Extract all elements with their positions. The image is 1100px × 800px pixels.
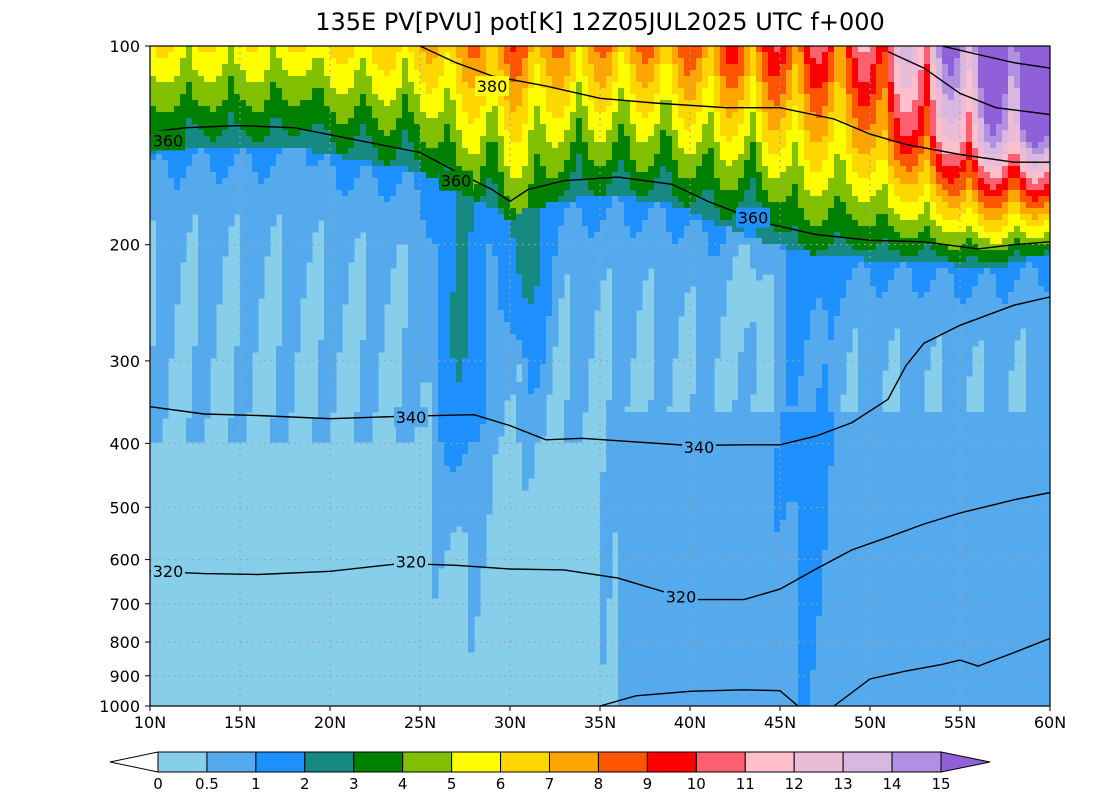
x-tick-label: 15N (224, 713, 256, 732)
x-tick-label: 45N (764, 713, 796, 732)
x-tick-label: 40N (674, 713, 706, 732)
colorbar-swatch (843, 752, 892, 772)
colorbar-label: 10 (687, 775, 706, 793)
colorbar-swatch (501, 752, 550, 772)
colorbar-label: 15 (931, 775, 950, 793)
colorbar-label: 2 (300, 775, 310, 793)
colorbar-max-extend (941, 752, 990, 772)
colorbar-label: 4 (398, 775, 408, 793)
contour-label: 380 (477, 77, 508, 96)
y-tick-label: 100 (109, 37, 140, 56)
contour-label: 360 (738, 209, 769, 228)
x-tick-label: 30N (494, 713, 526, 732)
colorbar-swatch (550, 752, 599, 772)
colorbar-swatch (892, 752, 941, 772)
colorbar-label: 3 (349, 775, 359, 793)
colorbar-label: 0 (153, 775, 163, 793)
colorbar-label: 9 (643, 775, 653, 793)
colorbar-swatch (647, 752, 696, 772)
x-tick-label: 25N (404, 713, 436, 732)
y-tick-label: 1000 (99, 697, 140, 716)
colorbar-swatch (354, 752, 403, 772)
colorbar-swatch (158, 752, 207, 772)
colorbar-min-extend (110, 752, 158, 772)
y-tick-label: 800 (109, 633, 140, 652)
x-tick-label: 60N (1034, 713, 1066, 732)
colorbar-swatch (452, 752, 501, 772)
colorbar-label: 11 (736, 775, 755, 793)
colorbar-swatch (207, 752, 256, 772)
colorbar-label: 12 (785, 775, 804, 793)
colorbar-swatch (256, 752, 305, 772)
colorbar-label: 7 (545, 775, 555, 793)
contour-label: 320 (153, 562, 184, 581)
x-tick-label: 55N (944, 713, 976, 732)
colorbar: 0 0.5 1 2 3 4 5 6 7 8 9 10 11 12 13 14 15 (110, 752, 990, 793)
colorbar-swatch (403, 752, 452, 772)
y-tick-label: 500 (109, 498, 140, 517)
x-tick-label: 35N (584, 713, 616, 732)
x-tick-label: 50N (854, 713, 886, 732)
colorbar-swatch (598, 752, 647, 772)
colorbar-label: 8 (594, 775, 604, 793)
colorbar-label: 0.5 (195, 775, 219, 793)
y-tick-label: 600 (109, 551, 140, 570)
chart-title: 135E PV[PVU] pot[K] 12Z05JUL2025 UTC f+0… (315, 8, 885, 36)
contour-label: 340 (684, 438, 715, 457)
y-tick-label: 900 (109, 667, 140, 686)
contour-label: 320 (396, 552, 427, 571)
colorbar-label: 1 (251, 775, 261, 793)
y-tick-label: 200 (109, 236, 140, 255)
colorbar-label: 5 (447, 775, 457, 793)
x-tick-label: 20N (314, 713, 346, 732)
colorbar-swatch (696, 752, 745, 772)
colorbar-swatch (745, 752, 794, 772)
colorbar-label: 6 (496, 775, 506, 793)
contour-label: 340 (396, 408, 427, 427)
y-tick-label: 700 (109, 595, 140, 614)
colorbar-label: 14 (883, 775, 902, 793)
colorbar-swatch (794, 752, 843, 772)
colorbar-label: 13 (834, 775, 853, 793)
colorbar-swatch (305, 752, 354, 772)
contour-label: 360 (153, 131, 184, 150)
contour-label: 360 (441, 172, 472, 191)
contour-label: 320 (666, 588, 697, 607)
y-tick-label: 400 (109, 434, 140, 453)
y-tick-label: 300 (109, 352, 140, 371)
